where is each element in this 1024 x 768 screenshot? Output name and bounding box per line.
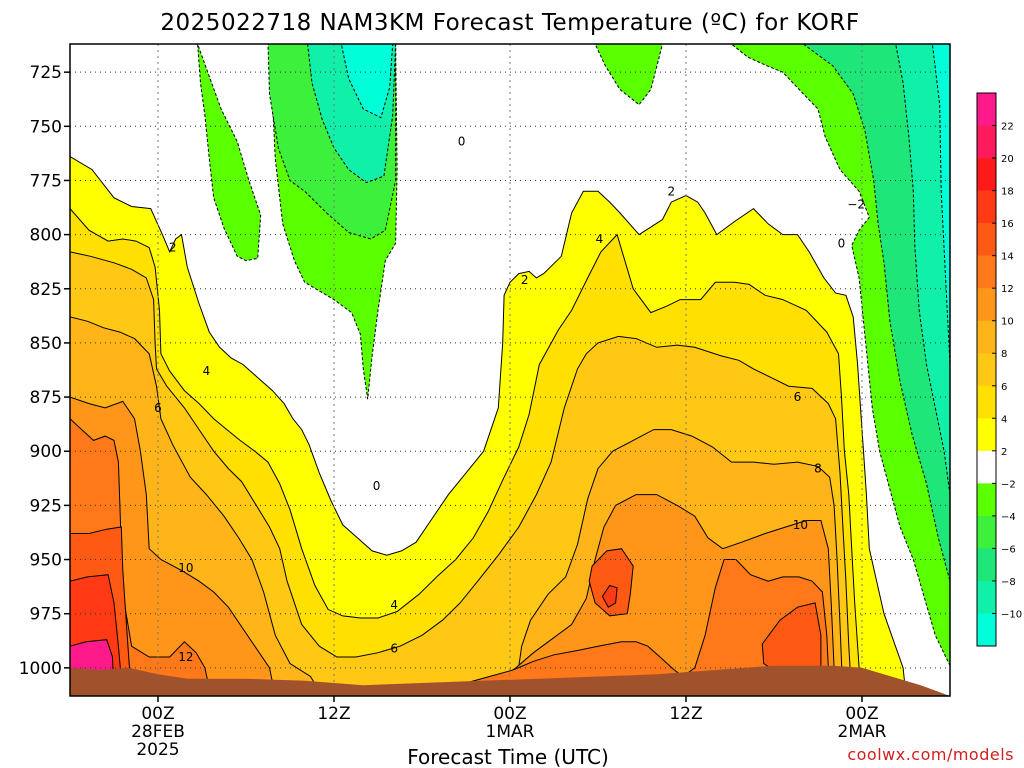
- y-tick-label-6: 875: [30, 388, 62, 408]
- y-tick-label-3: 800: [30, 226, 62, 246]
- colorbar-bin-0: [977, 93, 996, 126]
- terrain-ground: [70, 665, 950, 696]
- contour-label-16: 12: [178, 650, 193, 664]
- contour-label-6: 2: [668, 184, 676, 198]
- terrain-layer: [70, 665, 950, 696]
- colorbar-bin-4: [977, 223, 996, 256]
- chart-title: 2025022718 NAM3KM Forecast Temperature (…: [160, 10, 859, 36]
- y-tick-label-5: 850: [30, 334, 62, 354]
- y-tick-label-7: 900: [30, 442, 62, 462]
- contour-label-12: 6: [794, 390, 802, 404]
- contour-label-0: 0: [458, 134, 466, 148]
- colorbar-bin-16: [977, 613, 996, 647]
- colorbar-bin-10: [977, 418, 996, 452]
- colorbar-bin-7: [977, 320, 996, 354]
- contour-label-2: 0: [838, 236, 846, 250]
- contour-label-13: 8: [814, 462, 822, 476]
- colorbar-label-14: −8: [1001, 577, 1016, 588]
- colorbar-label-12: −4: [1001, 512, 1016, 523]
- colorbar-label-15: −10: [1001, 609, 1022, 620]
- colorbar-label-11: −2: [1001, 479, 1016, 490]
- x-tick-label-3-0: 12Z: [669, 704, 702, 724]
- colorbar-label-7: 8: [1001, 349, 1007, 360]
- y-tick-label-8: 925: [30, 496, 62, 516]
- colorbar-frame: [976, 92, 997, 647]
- contour-label-5: 2: [521, 273, 529, 287]
- colorbar-label-6: 10: [1001, 317, 1014, 328]
- grid-lines: [70, 44, 950, 696]
- contour-label-9: 4: [390, 598, 398, 612]
- y-tick-label-4: 825: [30, 280, 62, 300]
- x-axis-label: Forecast Time (UTC): [407, 745, 609, 768]
- contour-label-1: 0: [373, 479, 381, 493]
- colorbar-bin-8: [977, 353, 996, 387]
- colorbar-label-9: 4: [1001, 414, 1007, 425]
- warm-region-10: [601, 584, 618, 608]
- contour-labels: 0 0 0 −2 2 2 2 4 4 4 6 6 6 8 10 10 12: [154, 134, 865, 664]
- x-tick-label-0-1: 28FEB: [131, 722, 185, 742]
- plot-area: [70, 44, 950, 696]
- colorbar-bin-11: [977, 450, 996, 484]
- colorbar-label-1: 20: [1001, 154, 1014, 165]
- temperature-fill-regions: [70, 44, 950, 696]
- y-tick-label-2: 775: [30, 171, 62, 191]
- contour-label-7: 4: [203, 364, 211, 378]
- watermark-link[interactable]: coolwx.com/models: [847, 745, 1014, 764]
- colorbar-label-2: 18: [1001, 187, 1014, 198]
- colorbar-label-8: 6: [1001, 382, 1007, 393]
- x-tick-label-0-2: 2025: [136, 740, 179, 760]
- colorbar-bin-6: [977, 288, 996, 322]
- colorbar-label-0: 22: [1001, 122, 1014, 133]
- y-tick-label-1: 750: [30, 117, 62, 137]
- y-tick-label-0: 725: [30, 63, 62, 83]
- x-tick-label-4-0: 00Z: [845, 704, 878, 724]
- contour-label-3: −2: [847, 197, 865, 211]
- contour-label-14: 10: [178, 561, 193, 575]
- x-tick-label-4-1: 2MAR: [838, 722, 887, 742]
- colorbar-bin-12: [977, 483, 996, 517]
- contour-label-4: 2: [169, 241, 177, 255]
- colorbar-label-3: 16: [1001, 219, 1014, 230]
- colorbar-label-10: 2: [1001, 447, 1007, 458]
- colorbar-bin-9: [977, 385, 996, 419]
- colorbar-bin-5: [977, 255, 996, 289]
- contour-label-15: 10: [793, 518, 808, 532]
- y-tick-label-10: 975: [30, 605, 62, 625]
- warm-region-7: [588, 548, 634, 617]
- x-tick-label-1-0: 12Z: [317, 704, 350, 724]
- cold-region-8: [931, 44, 950, 365]
- colorbar-bin-15: [977, 580, 996, 614]
- x-tick-label-2-0: 00Z: [493, 704, 526, 724]
- contour-label-8: 4: [596, 232, 604, 246]
- colorbar-bin-14: [977, 548, 996, 582]
- cold-region-7: [895, 44, 950, 495]
- contour-label-10: 6: [154, 401, 162, 415]
- colorbar-label-13: −6: [1001, 544, 1016, 555]
- contour-label-11: 6: [390, 641, 398, 655]
- colorbar-bin-13: [977, 515, 996, 549]
- y-axis-ticks: 725 750 775 800 825 850 875 900 925 950 975 1000: [19, 63, 70, 679]
- warm-region-4: [70, 396, 837, 696]
- cold-region-3: [292, 44, 394, 119]
- cold-region-4: [594, 44, 664, 106]
- colorbar-bin-1: [977, 125, 996, 159]
- x-tick-label-2-1: 1MAR: [486, 722, 535, 742]
- colorbar-label-4: 14: [1001, 252, 1014, 263]
- colorbar-bin-3: [977, 190, 996, 224]
- x-tick-label-0-0: 00Z: [141, 704, 174, 724]
- colorbar-bin-2: [977, 158, 996, 191]
- y-tick-label-9: 950: [30, 551, 62, 571]
- y-tick-label-11: 1000: [19, 659, 62, 679]
- colorbar: 22 20 18 16 14 12 10 8 6 4 2 −2 −4 −6 −8 −10: [976, 92, 1022, 647]
- colorbar-label-5: 12: [1001, 284, 1014, 295]
